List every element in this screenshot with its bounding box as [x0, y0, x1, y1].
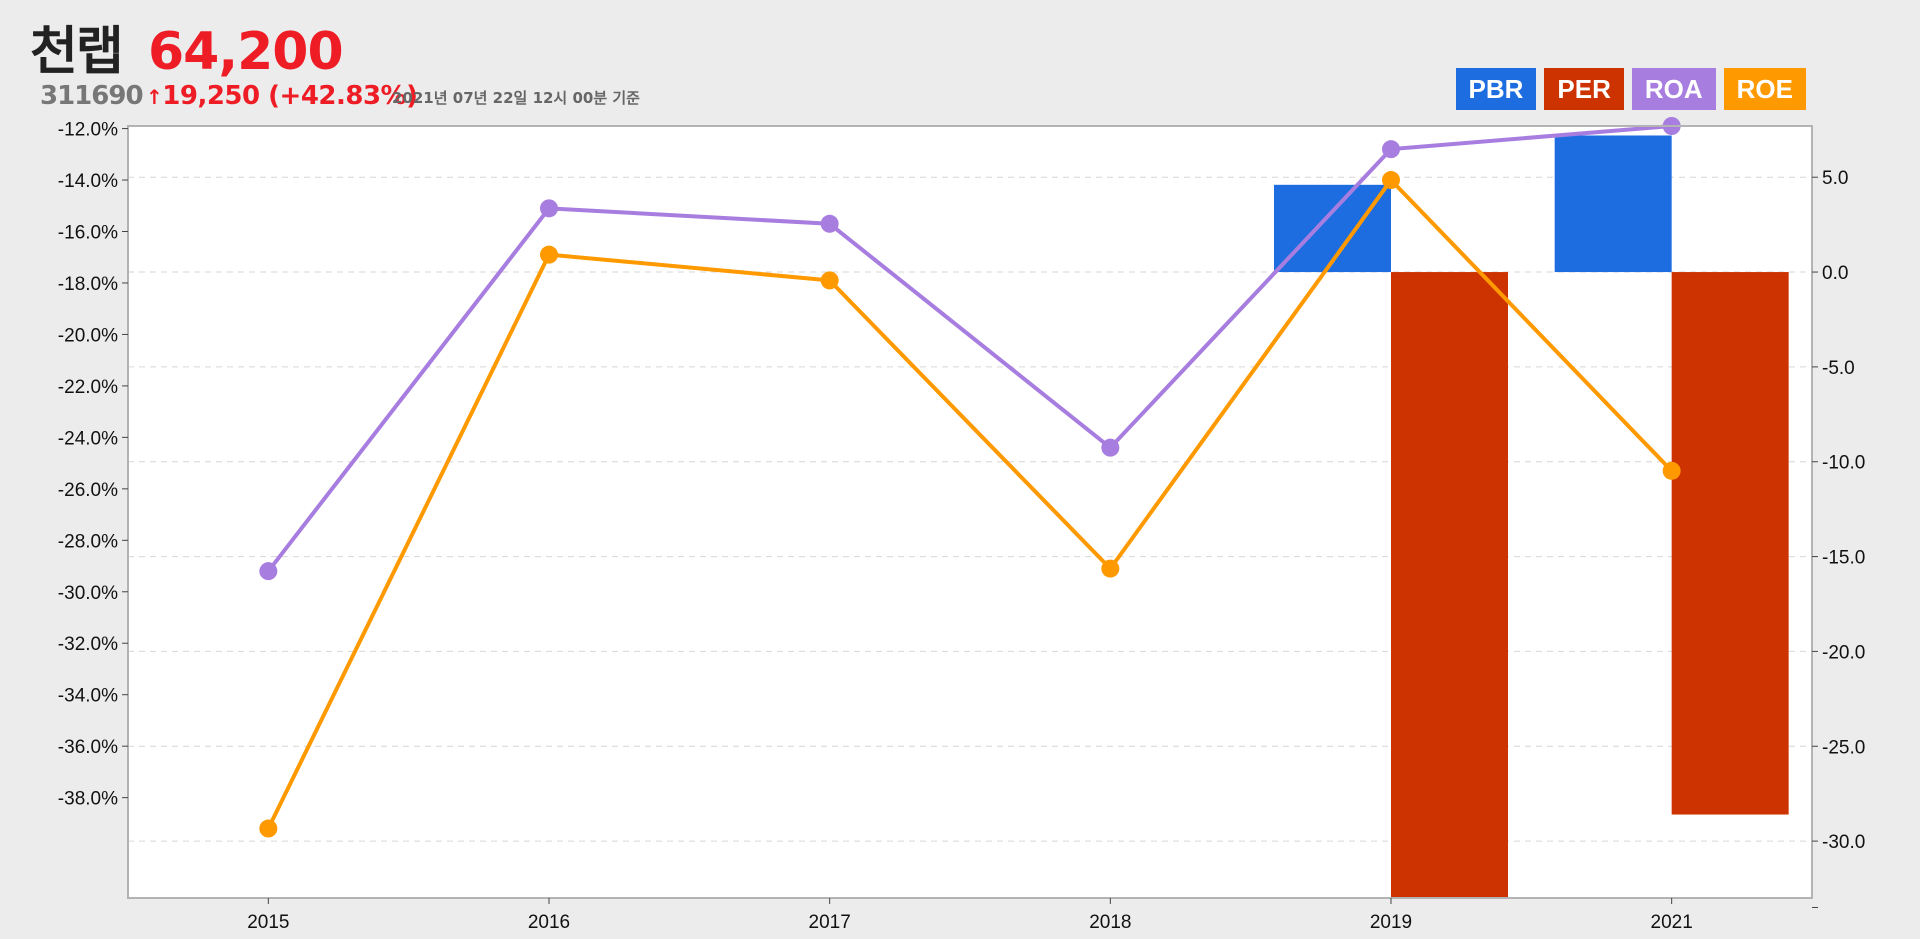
stock-price: 64,200 — [148, 22, 344, 82]
left-axis-label: -18.0% — [58, 274, 118, 295]
x-axis-label: 2016 — [528, 912, 570, 933]
left-axis-label: -12.0% — [58, 120, 118, 141]
point-roa-2016 — [540, 199, 558, 218]
stock-name: 천랩 — [30, 22, 124, 82]
stock-code: 311690 — [40, 81, 144, 111]
left-axis-label: -38.0% — [58, 789, 118, 810]
point-roe-2021 — [1662, 461, 1681, 480]
point-roe-2019 — [1382, 171, 1400, 190]
left-axis-label: -26.0% — [58, 480, 118, 501]
x-axis-label: 2019 — [1370, 912, 1412, 933]
right-axis-label: 5.0 — [1822, 168, 1848, 189]
chart-legend: PBR PER ROA ROE — [1455, 68, 1806, 110]
right-axis-label: -30.0 — [1822, 832, 1865, 853]
legend-pbr[interactable]: PBR — [1455, 68, 1537, 110]
price-change: ↑19,250 (+42.83%) — [146, 80, 418, 113]
as-of-time: 2021년 07년 22일 12시 00분 기준 — [392, 89, 640, 107]
point-roe-2016 — [540, 245, 558, 264]
left-axis-label: -22.0% — [58, 377, 118, 398]
left-axis-label: -30.0% — [58, 583, 118, 604]
point-roe-2018 — [1101, 559, 1120, 578]
legend-per[interactable]: PER — [1544, 68, 1624, 110]
left-axis-label: -32.0% — [58, 634, 118, 655]
point-roa-2017 — [820, 214, 839, 233]
left-axis-label: -28.0% — [58, 531, 118, 552]
left-axis-label: -24.0% — [58, 428, 118, 449]
x-axis-label: 2017 — [809, 912, 851, 933]
left-axis-label: -16.0% — [58, 223, 118, 244]
right-axis-label: -10.0 — [1822, 453, 1865, 474]
x-axis-label: 2021 — [1651, 912, 1693, 933]
x-axis-label: 2015 — [247, 912, 289, 933]
point-roe-2015 — [259, 819, 278, 838]
arrow-up-icon: ↑ — [146, 85, 163, 109]
line-roe — [266, 178, 1674, 830]
right-axis-label: 0.0 — [1822, 263, 1848, 284]
legend-roe[interactable]: ROE — [1723, 68, 1806, 110]
right-axis-label: -25.0 — [1822, 737, 1865, 758]
plot-area — [128, 126, 1812, 898]
left-axis-label: -20.0% — [58, 325, 118, 346]
right-axis-label: -5.0 — [1822, 358, 1855, 379]
right-axis-label: -20.0 — [1822, 642, 1865, 663]
point-roa-2019 — [1382, 140, 1400, 159]
bar-per-2021 — [1671, 272, 1789, 815]
line-roa — [266, 124, 1672, 573]
point-roa-2015 — [259, 562, 278, 581]
price-change-value: 19,250 (+42.83%) — [162, 81, 418, 111]
right-axis-label: -15.0 — [1822, 548, 1865, 569]
point-roe-2017 — [820, 271, 839, 290]
x-axis-label: 2018 — [1089, 912, 1131, 933]
left-axis-label: -36.0% — [58, 737, 118, 758]
legend-roa[interactable]: ROA — [1631, 68, 1716, 110]
bar-pbr-2021 — [1554, 135, 1672, 273]
left-axis-label: -14.0% — [58, 171, 118, 192]
bar-per-2019 — [1391, 272, 1508, 898]
bar-pbr-2019 — [1274, 184, 1391, 273]
point-roa-2018 — [1101, 438, 1120, 457]
plot-frame — [127, 125, 1813, 899]
left-axis-label: -34.0% — [58, 686, 118, 707]
